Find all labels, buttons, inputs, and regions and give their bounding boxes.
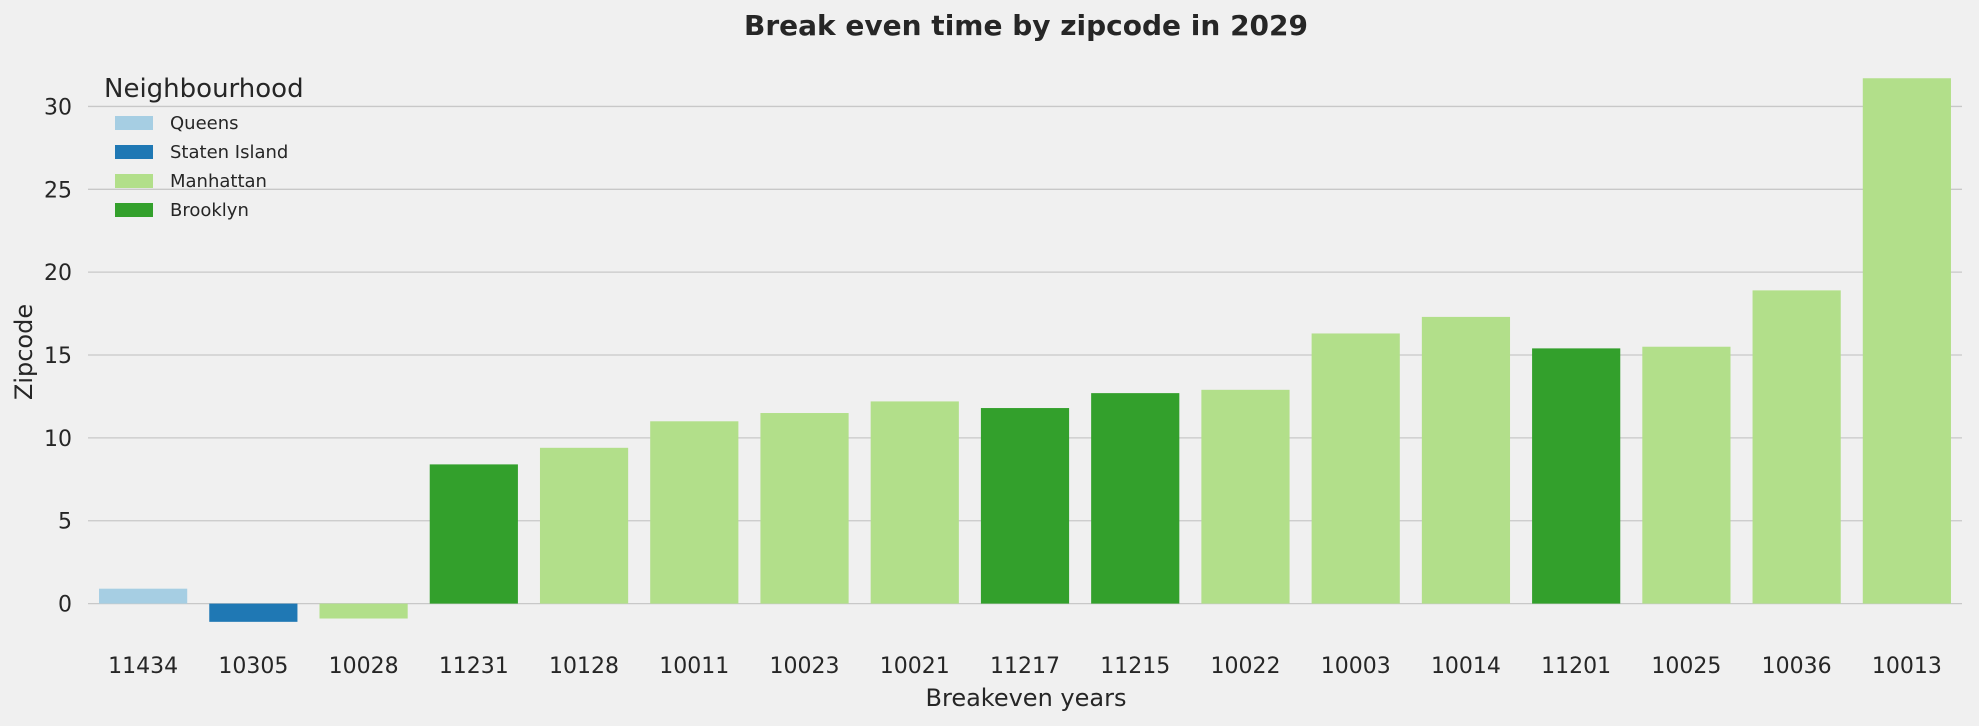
x-tick-label: 10021 [880,654,950,679]
legend-label: Queens [170,113,239,134]
bar-11201 [1532,348,1621,604]
bar-10025 [1642,346,1731,604]
x-tick-label: 10305 [218,654,288,679]
legend-label: Brooklyn [170,200,249,221]
bar-10028 [319,603,408,619]
y-tick-label: 20 [44,261,72,286]
y-tick-label: 30 [44,95,72,120]
x-tick-label: 11434 [108,654,178,679]
x-tick-label: 10013 [1872,654,1942,679]
bar-10021 [870,401,959,604]
y-tick-label: 10 [44,427,72,452]
x-tick-label: 10025 [1651,654,1721,679]
x-tick-label: 10036 [1762,654,1832,679]
legend-title: Neighbourhood [104,74,304,104]
legend-swatch [115,174,153,188]
x-tick-label: 11201 [1541,654,1611,679]
legend-items: Queens Staten Island Manhattan Brooklyn [115,113,288,221]
bar-11217 [980,408,1070,604]
bar-10128 [539,447,629,604]
legend-swatch [115,116,153,130]
x-tick-labels: 11434 10305 10028 11231 10128 10011 10023 10021… [108,654,1942,679]
x-tick-label: 11231 [439,654,509,679]
bar-10023 [760,413,849,604]
bar-10036 [1752,290,1841,604]
bar-10014 [1421,316,1511,604]
y-tick-label: 5 [58,510,72,535]
bar-11434 [99,588,188,604]
bar-10003 [1311,333,1400,604]
y-tick-label: 0 [58,593,72,618]
x-tick-label: 10023 [770,654,840,679]
y-tick-labels: 0 5 10 15 20 25 30 [44,95,72,617]
x-tick-label: 11215 [1100,654,1170,679]
bars [99,78,1951,622]
legend: Neighbourhood Queens Staten Island Manhatt… [104,74,304,221]
bar-11215 [1091,393,1180,604]
legend-swatch [115,203,153,217]
x-axis-label: Breakeven years [926,684,1127,712]
bar-10013 [1862,78,1951,604]
chart-title: Break even time by zipcode in 2029 [744,9,1308,42]
bar-10011 [650,421,739,604]
x-tick-label: 10028 [329,654,399,679]
bar-10022 [1201,389,1290,604]
legend-label: Manhattan [170,171,267,192]
y-tick-label: 15 [44,344,72,369]
x-tick-label: 10003 [1321,654,1391,679]
y-axis-label: Zipcode [10,304,38,400]
y-tick-label: 25 [44,178,72,203]
x-tick-label: 11217 [990,654,1060,679]
x-tick-label: 10128 [549,654,619,679]
legend-swatch [115,145,153,159]
x-tick-label: 10011 [659,654,729,679]
bar-10305 [209,603,298,622]
x-tick-label: 10014 [1431,654,1501,679]
legend-label: Staten Island [170,142,288,163]
bar-11231 [429,464,518,604]
x-tick-label: 10022 [1210,654,1280,679]
